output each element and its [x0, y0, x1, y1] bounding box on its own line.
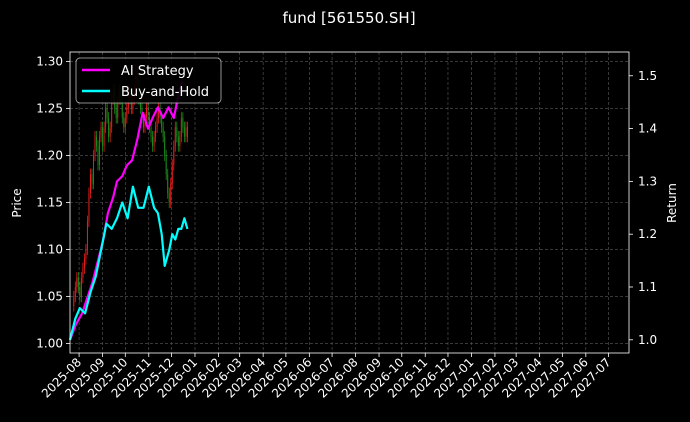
candle-body	[74, 287, 76, 297]
candle-body	[73, 296, 75, 306]
candle-body	[105, 108, 107, 128]
y-tick-label-left: 1.05	[36, 290, 63, 304]
y-tick-label-left: 1.00	[36, 337, 63, 351]
series-line-ai-strategy	[68, 80, 184, 341]
candle-body	[99, 136, 101, 165]
candle-body	[168, 193, 170, 203]
candle-body	[165, 155, 167, 175]
candle-body	[111, 99, 113, 128]
candle-body	[155, 127, 157, 137]
candle-body	[153, 136, 155, 147]
chart-title: fund [561550.SH]	[282, 9, 415, 27]
candle-body	[167, 174, 169, 194]
candle-body	[89, 174, 91, 194]
candle-body	[79, 287, 81, 297]
x-axis: 2025-082025-092025-102025-112025-122026-…	[39, 353, 614, 401]
candle-body	[173, 146, 175, 165]
candle-body	[179, 136, 181, 147]
candle-body	[162, 127, 164, 137]
candle-body	[86, 221, 88, 250]
y-axis-right-label: Return	[665, 183, 679, 223]
candle-body	[91, 174, 93, 184]
candle-body	[177, 136, 179, 147]
candle-body	[94, 136, 96, 156]
y-axis-left-label: Price	[10, 188, 24, 217]
legend-label-buy-and-hold: Buy-and-Hold	[121, 85, 209, 100]
candle-body	[174, 127, 176, 147]
candle-body	[82, 268, 84, 278]
y-tick-label-left: 1.15	[36, 196, 63, 210]
candle-body	[152, 136, 154, 147]
y-tick-label-right: 1.2	[638, 227, 657, 241]
candle-body	[83, 258, 85, 269]
legend: AI Strategy Buy-and-Hold	[75, 57, 222, 104]
candle-body	[150, 127, 152, 137]
candle-body	[147, 108, 149, 118]
y-tick-label-right: 1.3	[638, 174, 657, 188]
y-tick-label-left: 1.25	[36, 101, 63, 115]
candle-body	[121, 99, 123, 118]
candle-body	[170, 183, 172, 203]
y-tick-label-right: 1.0	[638, 333, 657, 347]
y-tick-label-left: 1.20	[36, 148, 63, 162]
candle-body	[186, 127, 188, 137]
candle-body	[139, 99, 141, 109]
candle-body	[185, 127, 187, 137]
candle-body	[182, 117, 184, 128]
y-axis-right: 1.0 1.1 1.2 1.3 1.4 1.5	[629, 69, 657, 347]
y-axis-left: 1.00 1.05 1.10 1.15 1.20 1.25 1.30	[36, 54, 70, 351]
candle-body	[126, 108, 128, 118]
candle-body	[106, 108, 108, 118]
candle-body	[109, 127, 111, 137]
candle-body	[171, 164, 173, 184]
y-tick-label-left: 1.30	[36, 54, 63, 68]
candle-body	[97, 146, 99, 165]
candle-body	[180, 117, 182, 137]
y-tick-label-right: 1.5	[638, 69, 657, 83]
candle-body	[124, 117, 126, 128]
candle-body	[164, 136, 166, 156]
y-tick-label-right: 1.4	[638, 122, 657, 136]
candle-body	[183, 127, 185, 137]
candle-body	[142, 117, 144, 128]
y-tick-label-right: 1.1	[638, 280, 657, 294]
candle-body	[102, 127, 104, 147]
candle-body	[85, 249, 87, 259]
candle-body	[117, 99, 119, 118]
candle-body	[77, 277, 79, 288]
candle-body	[130, 99, 132, 109]
y-tick-label-left: 1.10	[36, 243, 63, 257]
candle-body	[108, 117, 110, 137]
candle-body	[176, 127, 178, 137]
candle-body	[132, 99, 134, 109]
candle-body	[88, 193, 90, 222]
legend-box	[75, 57, 222, 104]
candle-body	[76, 277, 78, 288]
candle-body	[123, 117, 125, 128]
candle-body	[80, 277, 82, 297]
candle-body	[96, 136, 98, 147]
series-line-buy-and-hold	[68, 185, 189, 341]
candle-body	[156, 117, 158, 128]
candle-body	[100, 127, 102, 137]
line-series	[68, 80, 189, 341]
candle-body	[158, 108, 160, 118]
candle-body	[146, 108, 147, 118]
candle-body	[92, 155, 94, 184]
candle-body	[115, 108, 117, 118]
legend-label-ai-strategy: AI Strategy	[121, 64, 194, 79]
candle-body	[103, 127, 105, 147]
candle-body	[161, 117, 163, 128]
